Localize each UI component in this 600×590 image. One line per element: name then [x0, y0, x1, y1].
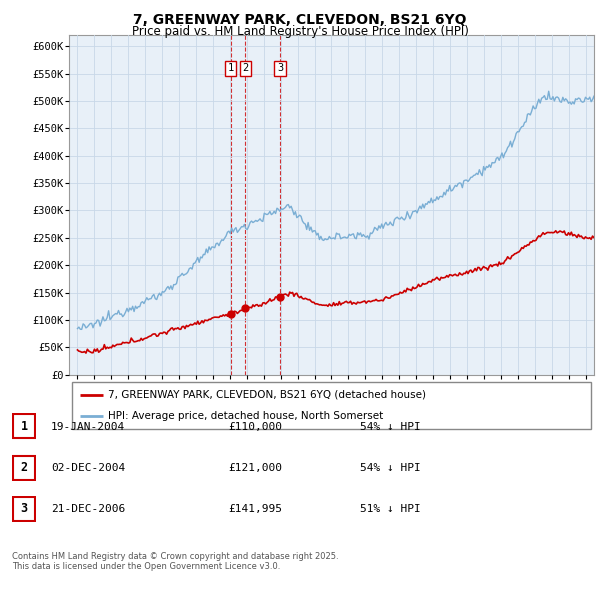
Text: Contains HM Land Registry data © Crown copyright and database right 2025.: Contains HM Land Registry data © Crown c… — [12, 552, 338, 560]
Text: £141,995: £141,995 — [228, 504, 282, 514]
FancyBboxPatch shape — [71, 382, 592, 428]
FancyBboxPatch shape — [13, 414, 35, 438]
Text: 1: 1 — [20, 419, 28, 433]
Text: 3: 3 — [277, 63, 283, 73]
Text: 3: 3 — [20, 502, 28, 516]
Text: 51% ↓ HPI: 51% ↓ HPI — [360, 504, 421, 514]
Text: 21-DEC-2006: 21-DEC-2006 — [51, 504, 125, 514]
Text: 1: 1 — [227, 63, 234, 73]
Text: 2: 2 — [20, 461, 28, 474]
Text: 7, GREENWAY PARK, CLEVEDON, BS21 6YQ: 7, GREENWAY PARK, CLEVEDON, BS21 6YQ — [133, 13, 467, 27]
FancyBboxPatch shape — [13, 455, 35, 480]
Text: This data is licensed under the Open Government Licence v3.0.: This data is licensed under the Open Gov… — [12, 562, 280, 571]
Text: 19-JAN-2004: 19-JAN-2004 — [51, 422, 125, 431]
Text: 02-DEC-2004: 02-DEC-2004 — [51, 463, 125, 473]
Text: 54% ↓ HPI: 54% ↓ HPI — [360, 463, 421, 473]
Text: HPI: Average price, detached house, North Somerset: HPI: Average price, detached house, Nort… — [109, 411, 383, 421]
FancyBboxPatch shape — [13, 497, 35, 521]
Text: £121,000: £121,000 — [228, 463, 282, 473]
Text: 7, GREENWAY PARK, CLEVEDON, BS21 6YQ (detached house): 7, GREENWAY PARK, CLEVEDON, BS21 6YQ (de… — [109, 389, 427, 399]
Text: 54% ↓ HPI: 54% ↓ HPI — [360, 422, 421, 431]
Text: Price paid vs. HM Land Registry's House Price Index (HPI): Price paid vs. HM Land Registry's House … — [131, 25, 469, 38]
Text: £110,000: £110,000 — [228, 422, 282, 431]
Text: 2: 2 — [242, 63, 248, 73]
